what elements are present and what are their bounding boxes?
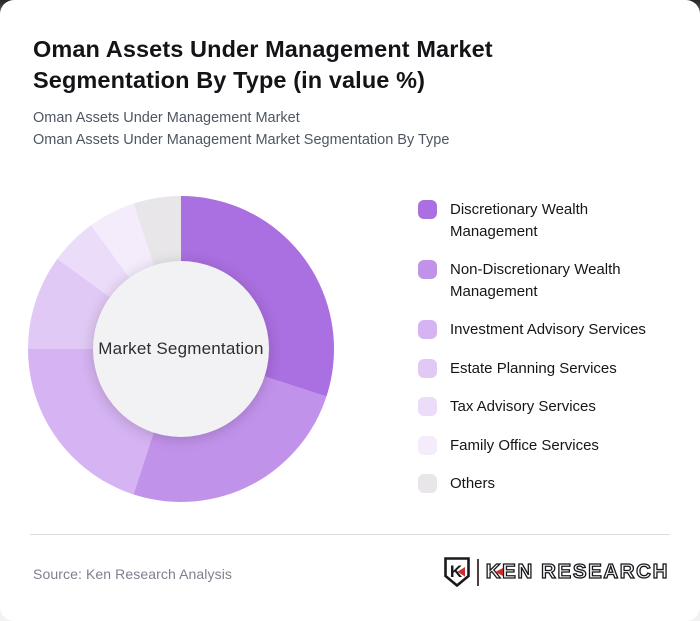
donut-center-label: Market Segmentation [98, 339, 264, 358]
legend-swatch [418, 358, 437, 378]
legend-item-investment-advisory-services[interactable]: Investment Advisory Services [418, 319, 680, 341]
legend-swatch [418, 260, 437, 279]
svg-text:K: K [450, 562, 463, 581]
footer-divider [30, 534, 670, 535]
legend-item-family-office-services[interactable]: Family Office Services [418, 435, 680, 457]
legend-swatch [418, 474, 437, 493]
logo-brand-text: KEN RESEARCH [485, 559, 669, 583]
source-text: Source: Ken Research Analysis [33, 566, 233, 582]
ken-research-shield-icon: K [443, 557, 470, 587]
page-title: Oman Assets Under Management Market Segm… [33, 36, 493, 93]
legend-item-non-discretionary-wealth-management[interactable]: Non-Discretionary Wealth Management [418, 259, 680, 302]
logo-divider-bar [476, 558, 479, 586]
legend-label: Non-Discretionary Wealth Management [450, 261, 621, 300]
legend-item-discretionary-wealth-management[interactable]: Discretionary Wealth Management [418, 199, 680, 242]
legend-item-others[interactable]: Others [418, 473, 680, 495]
legend-label: Tax Advisory Services [450, 398, 596, 415]
chart-legend: Discretionary Wealth Management Non-Disc… [418, 199, 680, 495]
legend-swatch [418, 397, 437, 416]
donut-center: Market Segmentation [93, 261, 269, 437]
logo-accent-triangle-icon [494, 568, 503, 576]
subtitle-line-2: Oman Assets Under Management Market Segm… [33, 131, 450, 148]
chart-subtitle: Oman Assets Under Management Market Oman… [33, 108, 653, 151]
legend-label: Estate Planning Services [450, 359, 617, 377]
legend-swatch [418, 200, 437, 219]
legend-item-estate-planning-services[interactable]: Estate Planning Services [418, 358, 680, 380]
legend-label: Others [450, 475, 496, 492]
legend-item-tax-advisory-services[interactable]: Tax Advisory Services [418, 396, 680, 418]
legend-label: Investment Advisory Services [450, 321, 646, 338]
donut-chart[interactable]: Market Segmentation [28, 196, 334, 502]
legend-label: Family Office Services [450, 436, 599, 454]
subtitle-line-1: Oman Assets Under Management Market [33, 110, 300, 126]
legend-swatch [418, 320, 437, 339]
legend-label: Discretionary Wealth Management [450, 201, 589, 240]
ken-research-logo: K KEN RESEARCH [443, 556, 669, 588]
legend-swatch [418, 435, 437, 455]
